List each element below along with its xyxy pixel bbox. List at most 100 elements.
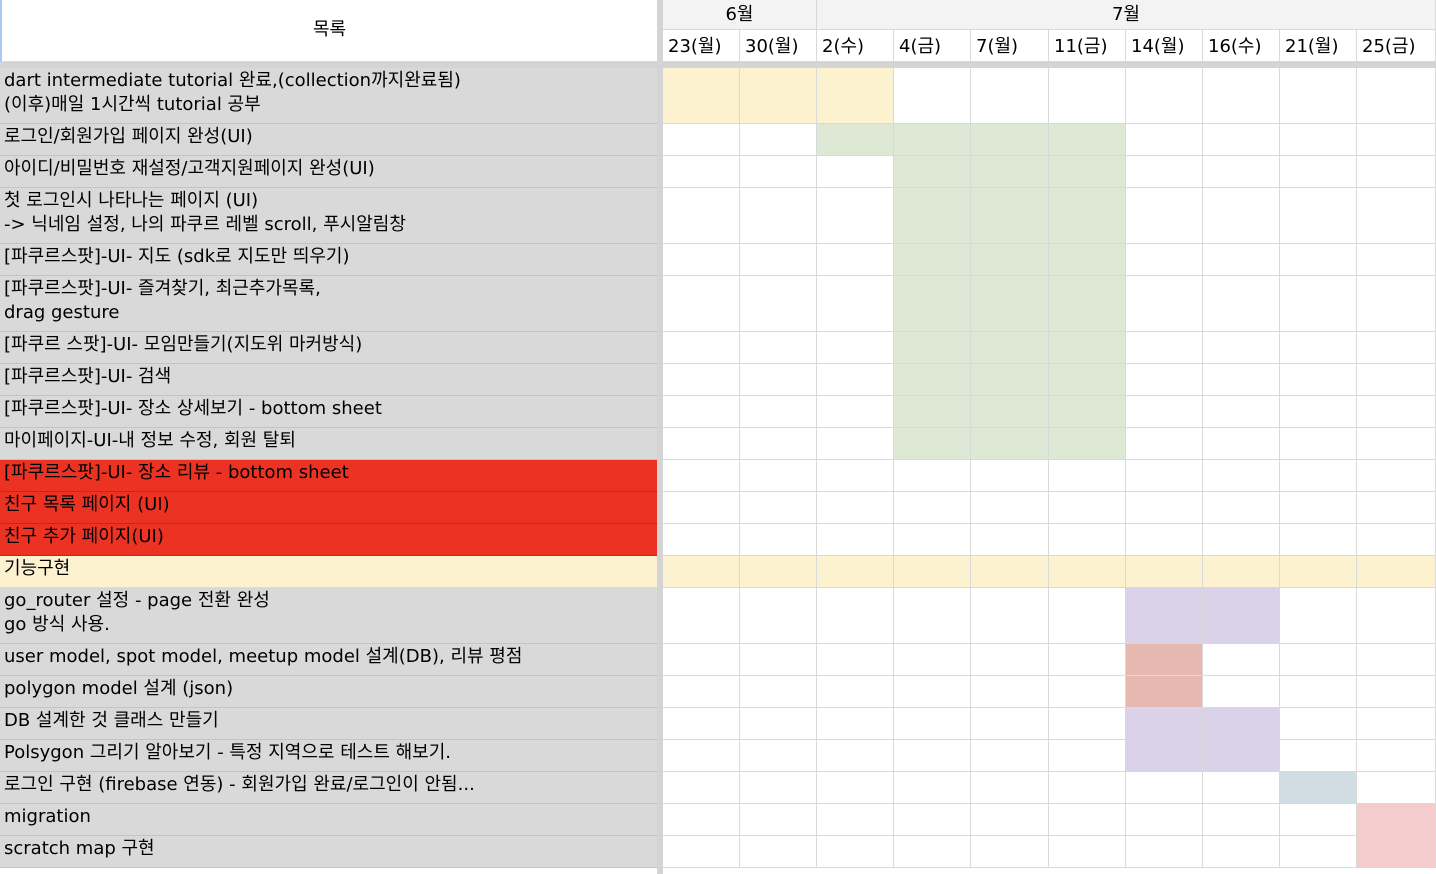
timeline-cell[interactable] <box>1126 524 1203 556</box>
timeline-cell[interactable] <box>1357 676 1436 708</box>
timeline-cell[interactable] <box>1049 644 1126 676</box>
timeline-cell[interactable] <box>971 644 1049 676</box>
task-label[interactable]: [파쿠르스팟]-UI- 장소 리뷰 - bottom sheet <box>0 460 657 492</box>
timeline-cell[interactable] <box>894 492 971 524</box>
task-label[interactable]: dart intermediate tutorial 완료,(collectio… <box>0 68 657 124</box>
gantt-bar-cell[interactable] <box>817 68 894 124</box>
task-label[interactable]: 친구 추가 페이지(UI) <box>0 524 657 556</box>
gantt-bar-cell[interactable] <box>1049 396 1126 428</box>
timeline-cell[interactable] <box>817 708 894 740</box>
timeline-cell[interactable] <box>740 492 817 524</box>
timeline-cell[interactable] <box>740 804 817 836</box>
timeline-cell[interactable] <box>1203 276 1280 332</box>
timeline-cell[interactable] <box>894 772 971 804</box>
timeline-cell[interactable] <box>1280 836 1357 868</box>
month-header[interactable]: 6월 <box>663 0 817 30</box>
timeline-cell[interactable] <box>1280 332 1357 364</box>
gantt-bar-cell[interactable] <box>1280 556 1357 588</box>
gantt-bar-cell[interactable] <box>894 396 971 428</box>
timeline-cell[interactable] <box>1203 68 1280 124</box>
date-header[interactable]: 7(월) <box>971 30 1049 62</box>
timeline-cell[interactable] <box>663 836 740 868</box>
timeline-cell[interactable] <box>1357 332 1436 364</box>
gantt-bar-cell[interactable] <box>971 244 1049 276</box>
timeline-cell[interactable] <box>1049 772 1126 804</box>
timeline-cell[interactable] <box>971 772 1049 804</box>
gantt-bar-cell[interactable] <box>1357 804 1436 836</box>
timeline-cell[interactable] <box>740 244 817 276</box>
timeline-cell[interactable] <box>1357 772 1436 804</box>
timeline-cell[interactable] <box>894 676 971 708</box>
timeline-cell[interactable] <box>740 276 817 332</box>
timeline-cell[interactable] <box>817 740 894 772</box>
timeline-cell[interactable] <box>817 276 894 332</box>
gantt-bar-cell[interactable] <box>740 556 817 588</box>
timeline-cell[interactable] <box>740 772 817 804</box>
timeline-cell[interactable] <box>971 708 1049 740</box>
timeline-cell[interactable] <box>1280 524 1357 556</box>
section-row-label[interactable]: 기능구현 <box>0 556 657 588</box>
timeline-cell[interactable] <box>740 396 817 428</box>
timeline-cell[interactable] <box>1280 492 1357 524</box>
timeline-cell[interactable] <box>663 460 740 492</box>
timeline-cell[interactable] <box>1049 492 1126 524</box>
task-label[interactable]: polygon model 설계 (json) <box>0 676 657 708</box>
timeline-cell[interactable] <box>1126 492 1203 524</box>
timeline-cell[interactable] <box>1126 244 1203 276</box>
timeline-cell[interactable] <box>817 588 894 644</box>
timeline-cell[interactable] <box>1203 836 1280 868</box>
timeline-cell[interactable] <box>1203 460 1280 492</box>
timeline-cell[interactable] <box>1357 644 1436 676</box>
timeline-cell[interactable] <box>1126 460 1203 492</box>
frozen-row-divider[interactable] <box>0 62 1436 68</box>
gantt-bar-cell[interactable] <box>1203 708 1280 740</box>
timeline-cell[interactable] <box>663 276 740 332</box>
date-header[interactable]: 30(월) <box>740 30 817 62</box>
date-header[interactable]: 2(수) <box>817 30 894 62</box>
task-label[interactable]: [파쿠르스팟]-UI- 검색 <box>0 364 657 396</box>
gantt-bar-cell[interactable] <box>971 364 1049 396</box>
timeline-cell[interactable] <box>740 644 817 676</box>
timeline-cell[interactable] <box>1203 156 1280 188</box>
timeline-cell[interactable] <box>1126 276 1203 332</box>
gantt-bar-cell[interactable] <box>894 428 971 460</box>
timeline-cell[interactable] <box>894 460 971 492</box>
gantt-bar-cell[interactable] <box>1126 556 1203 588</box>
timeline-cell[interactable] <box>817 428 894 460</box>
timeline-cell[interactable] <box>1126 68 1203 124</box>
gantt-bar-cell[interactable] <box>971 156 1049 188</box>
timeline-cell[interactable] <box>663 124 740 156</box>
timeline-cell[interactable] <box>894 836 971 868</box>
timeline-cell[interactable] <box>817 676 894 708</box>
timeline-cell[interactable] <box>1280 276 1357 332</box>
timeline-cell[interactable] <box>663 740 740 772</box>
timeline-cell[interactable] <box>971 740 1049 772</box>
date-header[interactable]: 16(수) <box>1203 30 1280 62</box>
gantt-bar-cell[interactable] <box>971 556 1049 588</box>
date-header[interactable]: 4(금) <box>894 30 971 62</box>
timeline-cell[interactable] <box>894 524 971 556</box>
timeline-cell[interactable] <box>740 428 817 460</box>
date-header[interactable]: 21(월) <box>1280 30 1357 62</box>
task-label[interactable]: user model, spot model, meetup model 설계(… <box>0 644 657 676</box>
timeline-cell[interactable] <box>663 772 740 804</box>
gantt-bar-cell[interactable] <box>1049 156 1126 188</box>
gantt-bar-cell[interactable] <box>1203 588 1280 644</box>
timeline-cell[interactable] <box>1126 188 1203 244</box>
task-label[interactable]: go_router 설정 - page 전환 완성 go 방식 사용. <box>0 588 657 644</box>
gantt-bar-cell[interactable] <box>894 156 971 188</box>
task-label[interactable]: [파쿠르스팟]-UI- 즐겨찾기, 최근추가목록, drag gesture <box>0 276 657 332</box>
timeline-cell[interactable] <box>817 460 894 492</box>
gantt-bar-cell[interactable] <box>1049 428 1126 460</box>
timeline-cell[interactable] <box>1280 188 1357 244</box>
timeline-cell[interactable] <box>1049 524 1126 556</box>
timeline-cell[interactable] <box>1126 332 1203 364</box>
timeline-cell[interactable] <box>817 244 894 276</box>
timeline-cell[interactable] <box>1280 396 1357 428</box>
gantt-bar-cell[interactable] <box>817 556 894 588</box>
timeline-cell[interactable] <box>663 188 740 244</box>
task-label[interactable]: scratch map 구현 <box>0 836 657 868</box>
gantt-bar-cell[interactable] <box>971 332 1049 364</box>
timeline-cell[interactable] <box>1126 156 1203 188</box>
timeline-cell[interactable] <box>817 332 894 364</box>
